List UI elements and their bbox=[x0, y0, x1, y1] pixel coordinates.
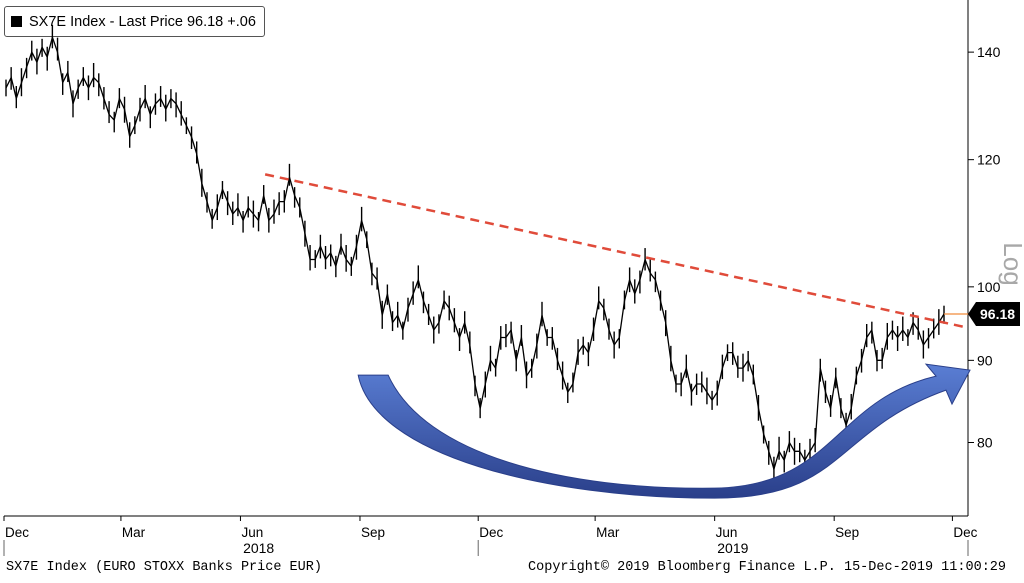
x-tick-label: Jun bbox=[716, 525, 738, 540]
x-tick-label: Mar bbox=[122, 525, 146, 540]
y-tick-label: 120 bbox=[977, 152, 1001, 168]
x-year-label: 2018 bbox=[243, 540, 274, 556]
resistance-trendline bbox=[264, 173, 969, 330]
x-year-label: 2019 bbox=[717, 540, 748, 556]
x-tick-label: Sep bbox=[361, 525, 385, 540]
footer-copyright: Copyright© 2019 Bloomberg Finance L.P. 1… bbox=[528, 560, 1006, 575]
chart-legend: SX7E Index - Last Price 96.18 +.06 bbox=[4, 6, 265, 37]
y-tick-label: 140 bbox=[977, 44, 1001, 60]
last-price-label: 96.18 bbox=[980, 306, 1015, 322]
y-tick-label: 90 bbox=[977, 352, 993, 368]
price-line bbox=[5, 35, 945, 472]
legend-text: SX7E Index - Last Price 96.18 +.06 bbox=[29, 13, 256, 30]
x-tick-label: Dec bbox=[5, 525, 29, 540]
footer-index-description: SX7E Index (EURO STOXX Banks Price EUR) bbox=[6, 560, 322, 575]
y-tick-label: 80 bbox=[977, 435, 993, 451]
last-price-box bbox=[968, 302, 1020, 327]
x-tick-label: Dec bbox=[953, 525, 977, 540]
rounding-bottom-arrow bbox=[357, 363, 971, 499]
y-tick-label: 100 bbox=[977, 279, 1001, 295]
y-axis-log-label: Log bbox=[998, 242, 1024, 285]
x-tick-label: Jun bbox=[241, 525, 263, 540]
x-tick-label: Sep bbox=[835, 525, 859, 540]
legend-swatch bbox=[11, 16, 22, 27]
x-tick-label: Dec bbox=[479, 525, 503, 540]
x-tick-label: Mar bbox=[596, 525, 620, 540]
